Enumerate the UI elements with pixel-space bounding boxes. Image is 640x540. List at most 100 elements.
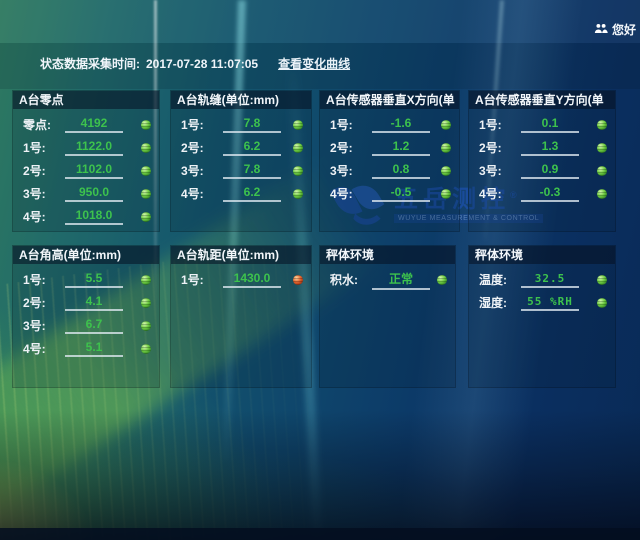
status-bar: 状态数据采集时间: 2017-07-28 11:07:05 查看变化曲线 [40,55,350,72]
panel-title: A台角高(单位:mm) [13,246,159,264]
row-label: 积水: [330,273,358,287]
row-label: 3号: [23,319,46,333]
row-label: 4号: [181,187,204,201]
panel-zero-point: A台零点 零点: 4192 1号: 1122.0 2号: 1102.0 3号: 950.… [12,90,160,232]
data-row: 湿度: 55 %RH [469,291,615,314]
row-label: 1号: [23,273,46,287]
status-led [293,188,303,199]
panel-scale-environment-climate: 秤体环境 温度: 32.5 湿度: 55 %RH [468,245,616,388]
data-row: 积水: 正常 [320,268,455,291]
brand-logo-icon [328,182,386,233]
status-led [293,119,303,130]
row-label: 温度: [479,273,507,287]
user-menu[interactable]: 您好 [594,21,636,38]
status-led [293,142,303,153]
row-value: -0.5 [372,185,430,202]
user-greeting-label: 您好 [612,23,637,37]
data-row: 2号: 6.2 [171,136,311,159]
data-row: 1号: -1.6 [320,113,459,136]
status-led [141,320,151,331]
row-label: 2号: [23,296,46,310]
row-label: 2号: [181,141,204,155]
row-value: 6.2 [223,185,281,202]
row-label: 湿度: [479,296,507,310]
panel-title: 秤体环境 [320,246,455,264]
row-value: 7.8 [223,116,281,133]
panel-rows: 零点: 4192 1号: 1122.0 2号: 1102.0 3号: 950.0 4号:… [13,109,159,228]
row-value: 5.1 [65,340,123,357]
panel-rows: 积水: 正常 [320,264,455,291]
panel-title: A台传感器垂直Y方向(单 [469,91,615,109]
row-label: 3号: [330,164,353,178]
row-label: 1号: [181,118,204,132]
brand-name-en: WUYUE MEASUREMENT & CONTROL [394,214,544,223]
view-curve-link[interactable]: 查看变化曲线 [278,57,351,71]
status-led [441,119,451,130]
panel-title: A台零点 [13,91,159,109]
status-led [441,165,451,176]
panel-title: A台轨距(单位:mm) [171,246,311,264]
data-row: 4号: -0.3 [469,182,615,205]
status-led [141,188,151,199]
data-row: 1号: 0.1 [469,113,615,136]
status-led [141,211,151,222]
row-value: 正常 [372,270,430,290]
status-led [597,142,607,153]
panel-rows: 1号: -1.6 2号: 1.2 3号: 0.8 4号: -0.5 [320,109,459,205]
row-value: 1018.0 [65,208,123,225]
data-row: 4号: 5.1 [13,337,159,360]
panel-track-gauge: A台轨距(单位:mm) 1号: 1430.0 [170,245,312,388]
row-label: 1号: [23,141,46,155]
row-label: 2号: [330,141,353,155]
status-led [141,165,151,176]
status-time-label: 状态数据采集时间: [40,57,140,71]
status-led [597,119,607,130]
row-value: 4.1 [65,294,123,311]
status-led [141,119,151,130]
row-value: -1.6 [372,116,430,133]
status-led [437,274,447,285]
row-label: 零点: [23,118,51,132]
row-value: 0.8 [372,162,430,179]
data-row: 1号: 7.8 [171,113,311,136]
data-row: 2号: 4.1 [13,291,159,314]
row-value: 1122.0 [65,139,123,156]
panel-rail-gap: A台轨缝(单位:mm) 1号: 7.8 2号: 6.2 3号: 7.8 4号: 6.2 [170,90,312,232]
row-label: 1号: [330,118,353,132]
panel-rows: 1号: 5.5 2号: 4.1 3号: 6.7 4号: 5.1 [13,264,159,360]
row-value: 6.7 [65,317,123,334]
data-row: 4号: -0.5 [320,182,459,205]
row-value: 55 %RH [521,295,579,311]
row-value: -0.3 [521,185,579,202]
data-row: 1号: 1430.0 [171,268,311,291]
background-top-band [0,0,640,43]
status-led [441,142,451,153]
row-label: 4号: [23,210,46,224]
row-value: 950.0 [65,185,123,202]
row-value: 5.5 [65,271,123,288]
panel-rows: 1号: 7.8 2号: 6.2 3号: 7.8 4号: 6.2 [171,109,311,205]
row-label: 4号: [23,342,46,356]
status-led [141,297,151,308]
row-value: 1102.0 [65,162,123,179]
panel-title: A台传感器垂直X方向(单 [320,91,459,109]
row-value: 0.1 [521,116,579,133]
row-label: 4号: [330,187,353,201]
brand-watermark: 五岳测控® WUYUE MEASUREMENT & CONTROL [328,182,544,233]
data-row: 4号: 6.2 [171,182,311,205]
panel-sensor-y: A台传感器垂直Y方向(单 1号: 0.1 2号: 1.3 3号: 0.9 4号: -0.… [468,90,616,232]
row-label: 2号: [23,164,46,178]
row-value: 7.8 [223,162,281,179]
data-row: 3号: 6.7 [13,314,159,337]
row-label: 1号: [181,273,204,287]
status-time-value: 2017-07-28 11:07:05 [146,56,259,71]
row-value: 4192 [65,116,123,133]
data-row: 2号: 1.3 [469,136,615,159]
row-value: 6.2 [223,139,281,156]
status-led [141,274,151,285]
row-value: 32.5 [521,272,579,288]
row-value: 0.9 [521,162,579,179]
data-row: 3号: 7.8 [171,159,311,182]
data-row: 3号: 950.0 [13,182,159,205]
